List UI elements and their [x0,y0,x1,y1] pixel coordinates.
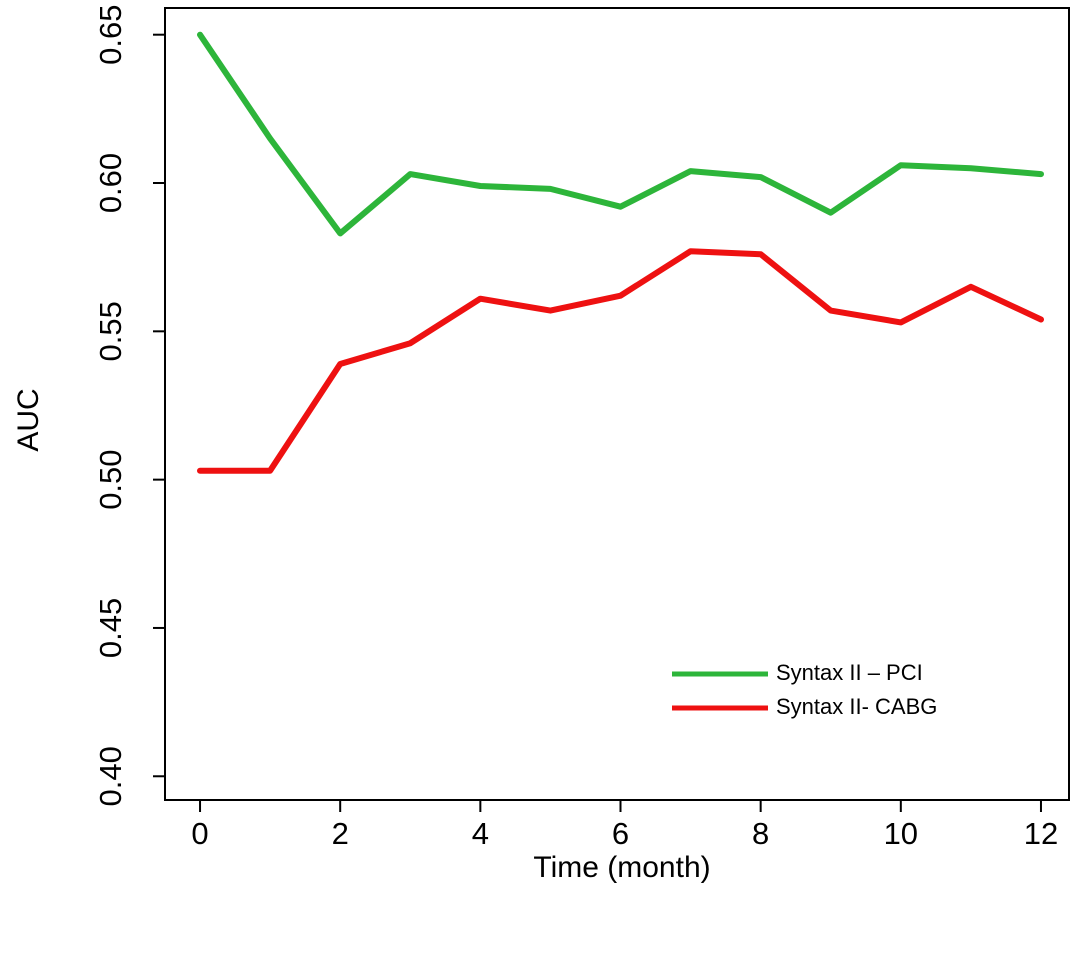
y-tick-label: 0.40 [93,746,128,806]
series-line-1 [197,248,1044,474]
legend-label-1: Syntax II- CABG [776,694,937,719]
series-line-0 [197,31,1044,237]
x-tick-label: 10 [884,816,918,851]
x-tick-label: 8 [752,816,769,851]
plot-frame [164,7,1070,801]
x-tick-label: 12 [1024,816,1058,851]
y-tick-label: 0.50 [93,449,128,509]
y-tick-label: 0.55 [93,301,128,361]
y-tick-label: 0.65 [93,5,128,65]
x-axis: 0 2 4 6 8 10 12 [191,800,1058,851]
y-tick-label: 0.45 [93,598,128,658]
series-layer [197,31,1044,474]
legend: Syntax II – PCI Syntax II- CABG [672,660,937,719]
legend-label-0: Syntax II – PCI [776,660,923,685]
y-axis: 0.40 0.45 0.50 0.55 0.60 0.65 [93,5,165,806]
x-tick-label: 6 [612,816,629,851]
y-axis-title: AUC [12,388,45,451]
x-tick-label: 0 [191,816,208,851]
y-tick-label: 0.60 [93,153,128,213]
x-axis-title: Time (month) [533,851,710,884]
x-tick-label: 2 [332,816,349,851]
x-tick-label: 4 [472,816,489,851]
